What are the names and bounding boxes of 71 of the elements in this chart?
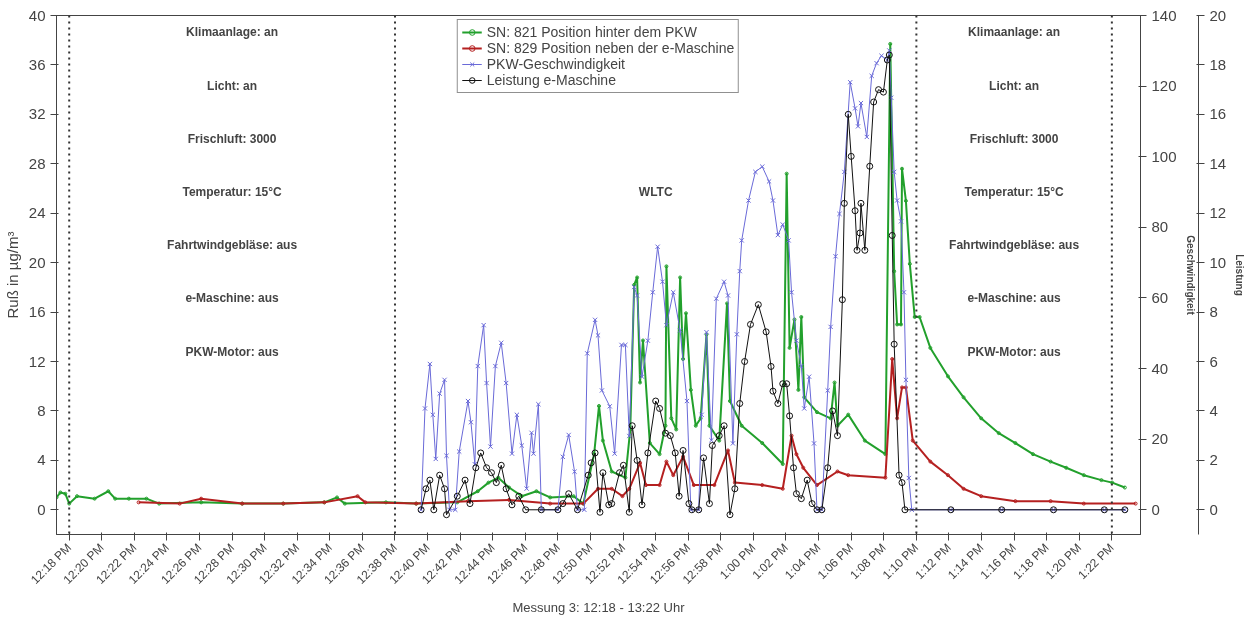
point [928,459,933,464]
y3-tick-label: 18 [1209,55,1227,73]
y2-tick-label: 120 [1151,77,1177,95]
y-tick-label: 20 [28,253,46,271]
point [961,486,966,491]
point [883,475,888,480]
y3-tick-label: 4 [1209,401,1218,419]
annotation: WLTC [638,184,673,199]
y3-tick-label: 10 [1209,253,1227,271]
y2-tick-label: 80 [1151,218,1169,236]
legend-label: PKW-Geschwindigkeit [486,56,626,72]
y-tick-label: 36 [28,55,46,73]
point [1081,501,1086,506]
y2-tick-label: 140 [1151,6,1177,24]
y3-tick-label: 6 [1209,352,1218,370]
y-tick-label: 28 [28,154,46,172]
y-tick-label: 4 [37,451,46,469]
y2-tick-label: 0 [1151,500,1160,518]
point [780,486,785,491]
point [945,473,950,478]
legend-label: SN: 829 Position neben der e-Maschine [486,40,735,56]
point [712,483,717,488]
y3-tick-label: 8 [1209,303,1218,321]
point [900,385,904,390]
y2-tick-label: 100 [1151,147,1177,165]
point [620,494,625,499]
text: Klimaanlage: an Licht: an Frischluft: 3000 Temperatur: 15°C Fahrtwindgebläse: aus e-Maschine: aus PKW-Motor: aus [167,25,298,359]
y-tick-label: 40 [28,6,46,24]
y-axis-title: Ruß in µg/m³ [3,231,21,319]
point [890,357,895,362]
text: Klimaanlage: an Licht: an Frischluft: 3000 Temperatur: 15°C Fahrtwindgebläse: aus e-Maschine: aus PKW-Motor: aus [949,25,1080,359]
point [199,496,204,501]
y3-axis-title: Leistung [1234,254,1246,296]
point [691,483,696,488]
point [363,500,368,505]
point [910,438,915,443]
point [760,483,765,488]
y-tick-label: 0 [37,500,46,518]
y-tick-label: 8 [37,401,46,419]
point [671,473,676,478]
point [726,448,731,453]
point [979,494,984,499]
legend-label: SN: 821 Position hinter dem PKW [486,24,697,40]
point [664,459,669,464]
point [835,469,840,474]
y-tick-label: 16 [28,303,46,321]
y3-tick-label: 12 [1209,204,1227,222]
point [1013,499,1018,504]
y-tick-label: 12 [28,352,46,370]
point [355,494,360,499]
y2-axis-title: Geschwindigkeit [1184,235,1196,316]
point [657,483,662,488]
y2-tick-label: 20 [1151,430,1169,448]
legend-label: Leistung e-Maschine [486,72,616,88]
point [177,501,182,506]
y3-tick-label: 16 [1209,105,1227,123]
y-tick-label: 32 [28,105,46,123]
point [794,452,799,457]
y2-tick-label: 40 [1151,359,1169,377]
point [1048,499,1053,504]
point [801,465,806,470]
point [846,473,851,478]
point [609,486,614,491]
x-axis-title: Messung 3: 12:18 - 13:22 Uhr [512,599,686,615]
y3-tick-label: 14 [1209,154,1227,172]
y2-tick-label: 60 [1151,288,1169,306]
point [548,501,553,506]
y-tick-label: 24 [28,204,46,222]
y3-tick-label: 20 [1209,6,1227,24]
y3-tick-label: 0 [1209,500,1218,518]
y3-tick-label: 2 [1209,451,1218,469]
